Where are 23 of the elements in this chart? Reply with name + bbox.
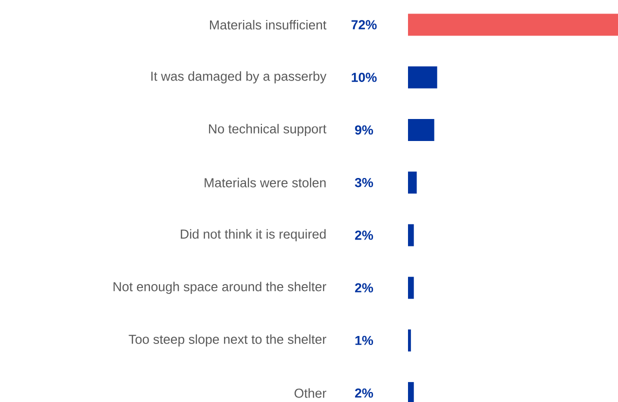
bar — [408, 172, 417, 194]
y-tick-label: No technical support — [209, 124, 326, 136]
bar — [408, 329, 411, 352]
data-label: 9% — [355, 125, 374, 135]
y-tick-label: Other — [294, 388, 326, 398]
y-tick-label: Materials were stolen — [204, 178, 326, 188]
y-tick-label: Materials insufficient — [210, 20, 326, 30]
bar — [408, 66, 438, 88]
data-label: 3% — [354, 178, 374, 188]
data-label: 2% — [355, 283, 374, 292]
y-tick-label: Not enough space around the shelter — [114, 282, 326, 294]
bar — [408, 224, 414, 246]
y-tick-label: It was damaged by a passerby — [151, 71, 326, 84]
y-tick-label: Did not think it is required — [180, 229, 326, 242]
bar — [408, 118, 434, 141]
data-label: 2% — [355, 230, 374, 240]
data-label: 2% — [355, 388, 374, 398]
bar — [408, 14, 618, 36]
data-label: 1% — [355, 336, 374, 346]
data-label: 72% — [352, 20, 377, 30]
y-tick-label: Too steep slope next to the shelter — [128, 334, 326, 347]
bar — [408, 276, 414, 299]
data-label: 10% — [352, 72, 377, 82]
